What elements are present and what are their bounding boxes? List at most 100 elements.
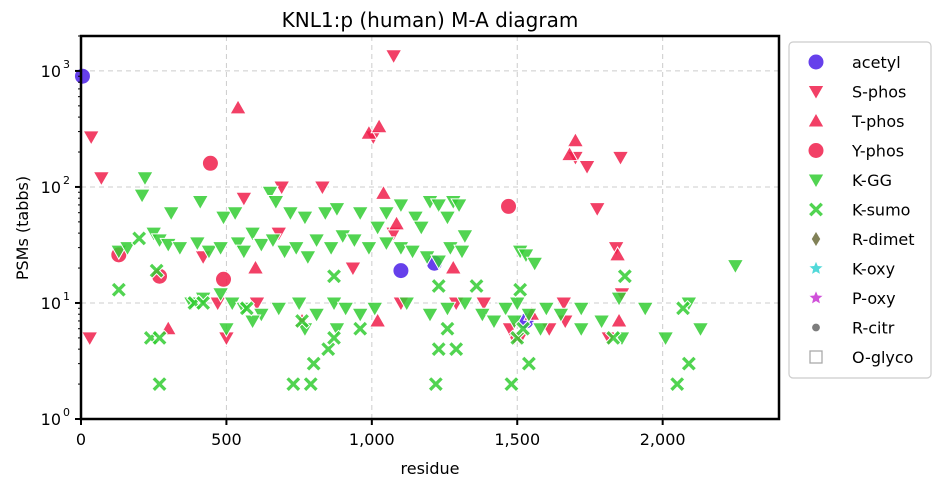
data-point-k-gg: [438, 301, 457, 318]
data-point-k-gg: [211, 241, 230, 257]
data-point-k-sumo: [427, 375, 445, 393]
legend-marker-y-phos: [807, 142, 825, 159]
data-point-t-phos: [608, 245, 627, 262]
plot-area: [79, 34, 781, 421]
data-point-k-gg: [307, 233, 326, 249]
data-point-k-sumo: [503, 375, 520, 393]
data-point-k-sumo: [148, 262, 165, 279]
data-point-k-gg: [429, 254, 448, 271]
data-point-k-gg: [377, 236, 396, 252]
data-point-k-gg: [453, 244, 471, 261]
data-point-k-sumo: [520, 355, 538, 372]
data-point-k-gg: [229, 236, 247, 252]
data-point-k-gg: [226, 206, 245, 222]
legend-label-r-dimet: R-dimet: [852, 230, 915, 249]
data-point-k-gg: [200, 244, 218, 261]
data-point-k-gg: [368, 220, 387, 237]
legend-label-y-phos: Y-phos: [851, 142, 904, 161]
y-tick-exponent: 3: [63, 58, 70, 71]
data-point-k-sumo: [430, 277, 448, 295]
x-tick-label: 2,000: [640, 430, 686, 449]
data-point-k-gg: [456, 296, 474, 312]
x-tick-label: 1,000: [349, 430, 395, 449]
data-point-k-gg: [118, 241, 137, 257]
data-point-t-phos: [610, 311, 628, 328]
data-point-s-phos: [80, 331, 99, 347]
legend-label-p-oxy: P-oxy: [852, 289, 896, 308]
x-tick-label: 1,500: [494, 430, 540, 449]
data-point-y-phos: [215, 270, 233, 288]
data-point-k-sumo: [319, 340, 337, 358]
data-point-k-gg: [211, 287, 230, 303]
data-point-s-phos: [92, 171, 111, 187]
data-point-k-gg: [191, 194, 210, 211]
data-point-k-gg: [328, 202, 346, 218]
data-point-k-gg: [336, 301, 355, 318]
legend-marker-r-citr: [811, 322, 821, 333]
legend-marker-acetyl: [807, 53, 825, 71]
data-point-k-sumo: [305, 355, 322, 372]
legend-label-k-oxy: K-oxy: [852, 260, 895, 279]
data-point-k-gg: [322, 241, 340, 257]
data-point-t-phos: [560, 145, 579, 162]
data-point-k-sumo: [514, 320, 532, 338]
data-point-k-gg: [691, 322, 710, 338]
legend-marker-s-phos: [807, 85, 825, 101]
data-point-k-gg: [351, 206, 370, 222]
data-point-k-gg: [333, 229, 352, 245]
data-point-t-phos: [374, 184, 393, 200]
data-point-k-sumo: [668, 375, 686, 393]
data-point-s-phos: [344, 261, 362, 278]
data-point-k-gg: [403, 244, 422, 261]
data-point-k-gg: [517, 248, 535, 264]
data-point-k-gg: [214, 210, 233, 227]
data-point-k-gg: [412, 220, 431, 237]
legend-marker-k-sumo: [807, 201, 825, 218]
data-point-k-gg: [162, 206, 181, 222]
data-point-t-phos: [246, 259, 265, 275]
data-point-k-sumo: [285, 375, 302, 393]
data-point-s-phos: [82, 130, 101, 146]
data-point-k-gg: [307, 307, 326, 324]
data-point-k-gg: [525, 256, 544, 273]
data-point-s-phos: [208, 296, 227, 312]
x-tick-label: 0: [76, 430, 86, 449]
data-point-k-gg: [537, 301, 556, 318]
x-axis-ticks: 0 500 1,000 1,500 2,000: [76, 419, 686, 449]
data-point-s-phos: [611, 150, 630, 167]
y-tick-label: 10: [41, 410, 61, 429]
legend-label-r-citr: R-citr: [852, 319, 895, 338]
data-point-t-phos: [370, 117, 388, 134]
data-point-k-gg: [252, 237, 271, 254]
data-point-k-sumo: [293, 312, 311, 330]
data-point-k-gg: [392, 198, 410, 214]
legend-marker-o-glyco: [809, 350, 823, 364]
y-tick-label: 10: [41, 178, 61, 197]
data-point-k-gg: [365, 301, 384, 318]
data-point-acetyl: [392, 262, 410, 280]
data-point-k-sumo: [674, 299, 692, 317]
data-point-s-phos: [554, 296, 573, 312]
legend: acetyl S-phos T-phos Y-phos K-GG K-sumo R-dime…: [788, 41, 932, 379]
data-point-k-sumo: [468, 277, 485, 295]
data-point-k-gg: [531, 322, 550, 338]
data-points: [73, 49, 745, 393]
y-tick-label: 10: [41, 294, 61, 313]
data-point-t-phos: [387, 214, 406, 231]
data-point-k-gg: [325, 296, 343, 312]
data-point-t-phos: [368, 311, 387, 328]
y-axis-label: PSMs (tabbs): [13, 176, 32, 280]
data-point-s-phos: [313, 180, 332, 196]
data-point-k-sumo: [351, 320, 369, 338]
data-point-k-sumo: [302, 375, 320, 393]
data-point-k-sumo: [151, 329, 168, 347]
data-point-s-phos: [384, 49, 403, 65]
x-tick-label: 500: [211, 430, 242, 449]
data-point-k-gg: [290, 296, 308, 312]
legend-label-s-phos: S-phos: [852, 83, 906, 102]
y-tick-label: 10: [41, 62, 61, 81]
data-point-k-gg: [438, 210, 457, 227]
data-point-k-gg: [298, 250, 317, 266]
legend-label-acetyl: acetyl: [852, 53, 901, 72]
data-point-k-gg: [520, 307, 538, 324]
